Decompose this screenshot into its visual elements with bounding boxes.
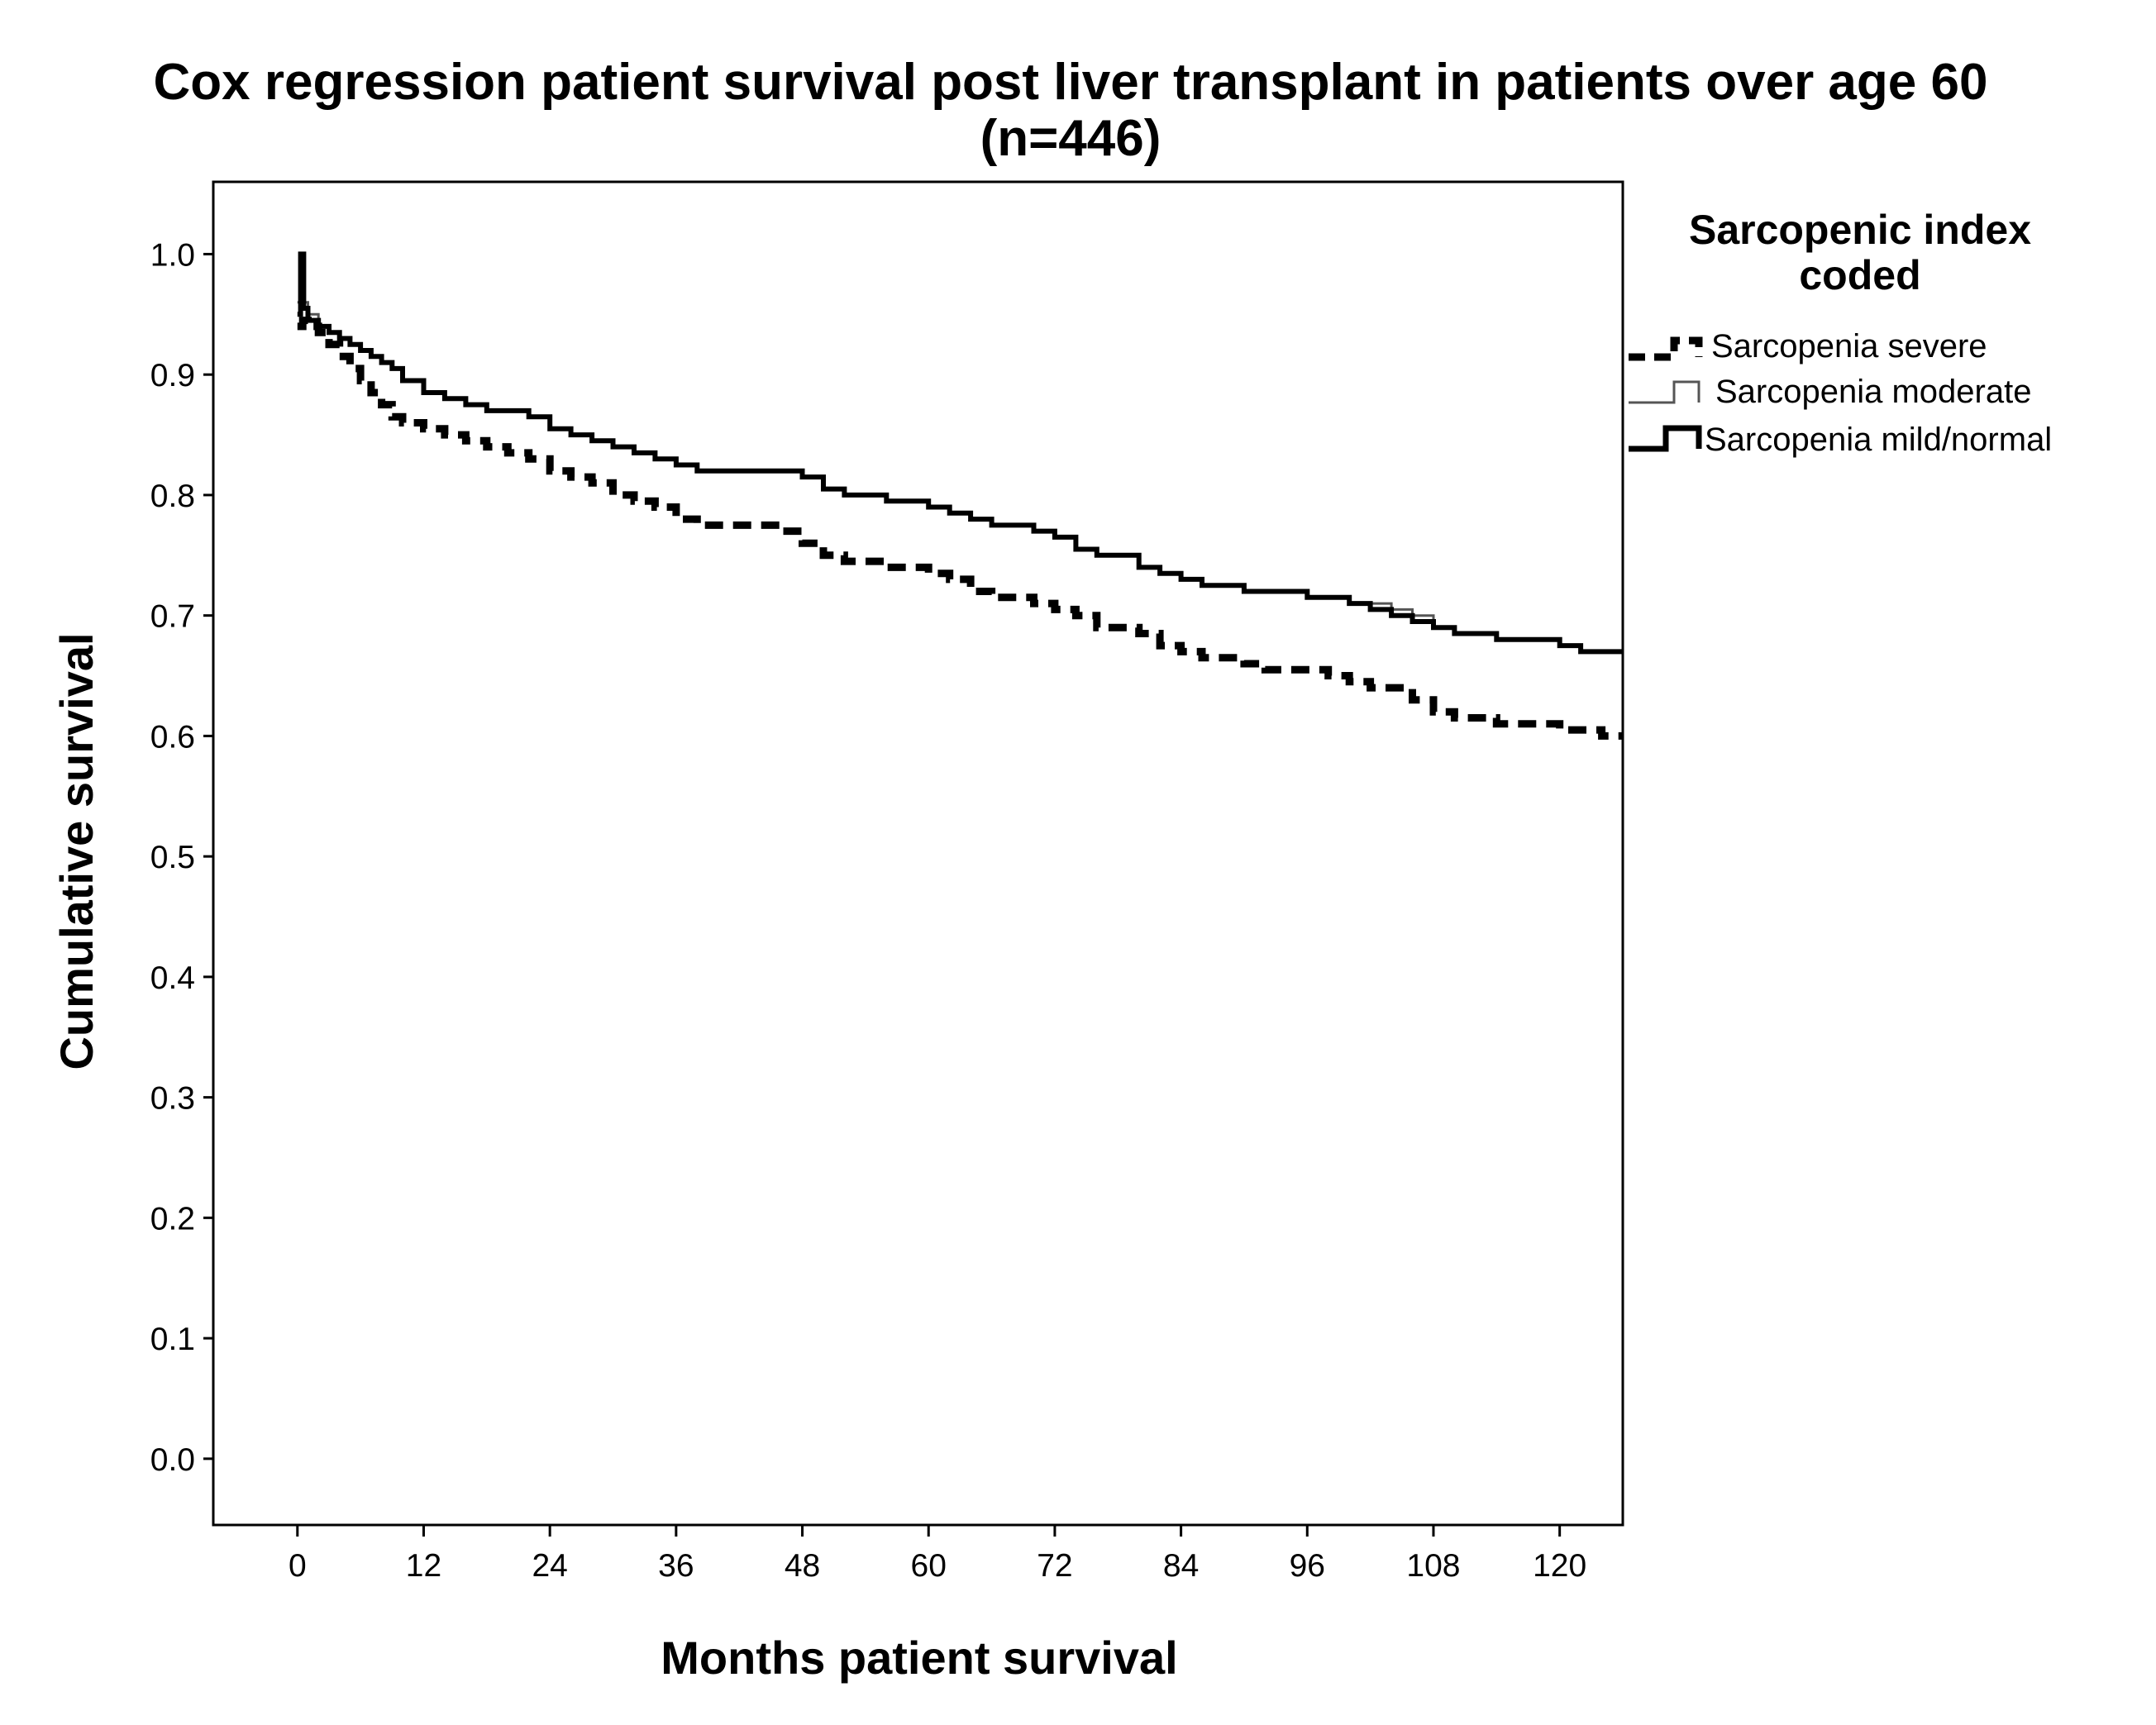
x-tick-label: 108 [1406,1548,1460,1584]
y-tick-label: 0.5 [150,840,195,875]
legend-item-moderate: Sarcopenia moderate [1629,374,2031,410]
y-tick-label: 0.7 [150,599,195,635]
series-line-sarcopenia-mild-normal [297,251,1623,655]
y-tick-label: 0.9 [150,358,195,393]
series-layer [297,251,1623,740]
x-tick-label: 48 [785,1548,820,1584]
legend-item-severe: Sarcopenia severe [1629,328,1987,365]
x-tick-label: 60 [911,1548,947,1584]
y-tick-label: 0.2 [150,1201,195,1237]
chart-subtitle: (n=446) [980,110,1161,167]
x-tick-label: 12 [406,1548,441,1584]
legend-swatch-severe [1629,336,1703,361]
y-tick-label: 0.0 [150,1442,195,1478]
chart-title: Cox regression patient survival post liv… [154,54,1988,111]
legend-swatch-moderate [1629,380,1700,404]
x-axis-title: Months patient survival [661,1632,1177,1684]
series-line-sarcopenia-severe [297,317,1623,740]
x-tick-label: 0 [289,1548,307,1584]
x-axis-ticks: 0 12 24 36 48 60 72 84 96 108 120 [289,1525,1586,1584]
y-tick-label: 1.0 [150,237,195,273]
legend-label-moderate: Sarcopenia moderate [1715,374,2031,410]
y-tick-label: 0.1 [150,1322,195,1357]
legend-label-severe: Sarcopenia severe [1711,328,1987,365]
legend-title-line-1: Sarcopenic index [1689,207,2031,253]
y-tick-label: 0.4 [150,960,195,996]
x-tick-label: 36 [658,1548,694,1584]
y-tick-label: 0.6 [150,719,195,755]
x-tick-label: 72 [1037,1548,1072,1584]
x-tick-label: 84 [1163,1548,1199,1584]
y-tick-label: 0.8 [150,479,195,514]
y-tick-label: 0.3 [150,1081,195,1117]
y-axis-ticks: 0.0 0.1 0.2 0.3 0.4 0.5 0.6 0.7 0.8 0.9 1.0 [150,237,213,1478]
legend-swatch-mild-normal [1629,425,1702,452]
x-tick-label: 24 [532,1548,567,1584]
legend: Sarcopenic index coded Sarcopenia severe… [1629,207,2052,458]
legend-label-mild-normal: Sarcopenia mild/normal [1705,422,2052,458]
x-tick-label: 120 [1533,1548,1586,1584]
plot-frame [212,180,1624,1527]
series-line-sarcopenia-moderate [297,252,1623,653]
y-axis-title: Cumulative survival [50,632,103,1070]
x-tick-label: 96 [1290,1548,1325,1584]
legend-title-line-2: coded [1799,252,1920,298]
legend-item-mild-normal: Sarcopenia mild/normal [1629,422,2052,458]
